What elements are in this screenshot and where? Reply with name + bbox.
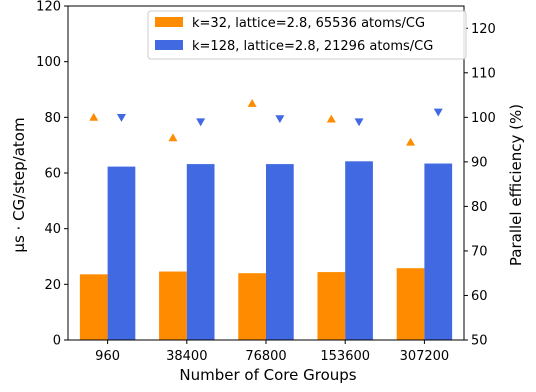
x-tick-label-38400: 38400	[166, 349, 207, 364]
bar-series-2-960	[107, 166, 136, 340]
efficiency-marker-series-2-307200	[433, 108, 443, 117]
y2-tick-label-70: 70	[471, 244, 488, 259]
left-axis-ticks: 0 20 40 60 80 100 120	[36, 0, 68, 349]
legend-swatch-series-2	[155, 40, 183, 50]
legend-frame	[147, 10, 467, 60]
y2-axis-title: Parallel efficiency (%)	[507, 104, 525, 266]
legend-label-series-1: k=32, lattice=2.8, 65536 atoms/CG	[192, 16, 425, 31]
bar-series-1-76800	[238, 273, 266, 340]
y-tick-label-0: 0	[53, 334, 61, 349]
x-tick-label-307200: 307200	[400, 349, 450, 364]
legend: k=32, lattice=2.8, 65536 atoms/CG k=128,…	[147, 10, 467, 60]
x-tick-label-960: 960	[95, 349, 120, 364]
bar-series-2-153600	[345, 161, 373, 340]
bar-series-1-307200	[396, 268, 425, 340]
bar-series-2-38400	[186, 164, 215, 340]
efficiency-marker-series-2-153600	[354, 118, 364, 127]
y-tick-label-100: 100	[36, 55, 61, 70]
y-tick-label-120: 120	[36, 0, 61, 15]
efficiency-marker-series-2-38400	[196, 118, 206, 127]
bar-series-2-307200	[424, 163, 453, 340]
efficiency-marker-series-1-307200	[406, 137, 416, 146]
y2-tick-label-60: 60	[471, 289, 488, 304]
y-axis-title: μs · CG/step/atom	[10, 117, 28, 252]
y2-tick-label-120: 120	[471, 22, 496, 37]
efficiency-marker-series-2-960	[116, 113, 126, 122]
bar-series-1-153600	[317, 272, 346, 340]
x-tick-label-76800: 76800	[245, 349, 286, 364]
bar-series-1-960	[79, 274, 108, 340]
y-tick-label-40: 40	[44, 222, 61, 237]
y2-tick-label-80: 80	[471, 200, 488, 215]
right-axis-ticks: 50 60 70 80 90 100 110 120	[464, 22, 496, 349]
efficiency-marker-series-2-76800	[275, 115, 285, 124]
x-tick-label-153600: 153600	[320, 349, 370, 364]
bottom-axis-ticks: 960 38400 76800 153600 307200	[95, 340, 449, 364]
y2-tick-label-110: 110	[471, 66, 496, 81]
efficiency-marker-series-1-960	[89, 112, 99, 121]
efficiency-marker-series-1-38400	[168, 133, 178, 142]
efficiency-marker-series-1-153600	[326, 114, 336, 123]
y2-tick-label-100: 100	[471, 111, 496, 126]
bars-layer	[79, 161, 453, 340]
bar-series-2-76800	[266, 164, 294, 340]
efficiency-marker-series-1-76800	[247, 99, 257, 107]
y-tick-label-60: 60	[44, 167, 61, 182]
bar-series-1-38400	[159, 271, 187, 340]
legend-label-series-2: k=128, lattice=2.8, 21296 atoms/CG	[192, 39, 433, 54]
efficiency-markers-layer	[89, 99, 443, 146]
y-tick-label-80: 80	[44, 111, 61, 126]
y2-tick-label-90: 90	[471, 155, 488, 170]
y-tick-label-20: 20	[44, 278, 61, 293]
legend-swatch-series-1	[155, 17, 183, 27]
x-axis-title: Number of Core Groups	[179, 366, 356, 384]
y2-tick-label-50: 50	[471, 334, 488, 349]
